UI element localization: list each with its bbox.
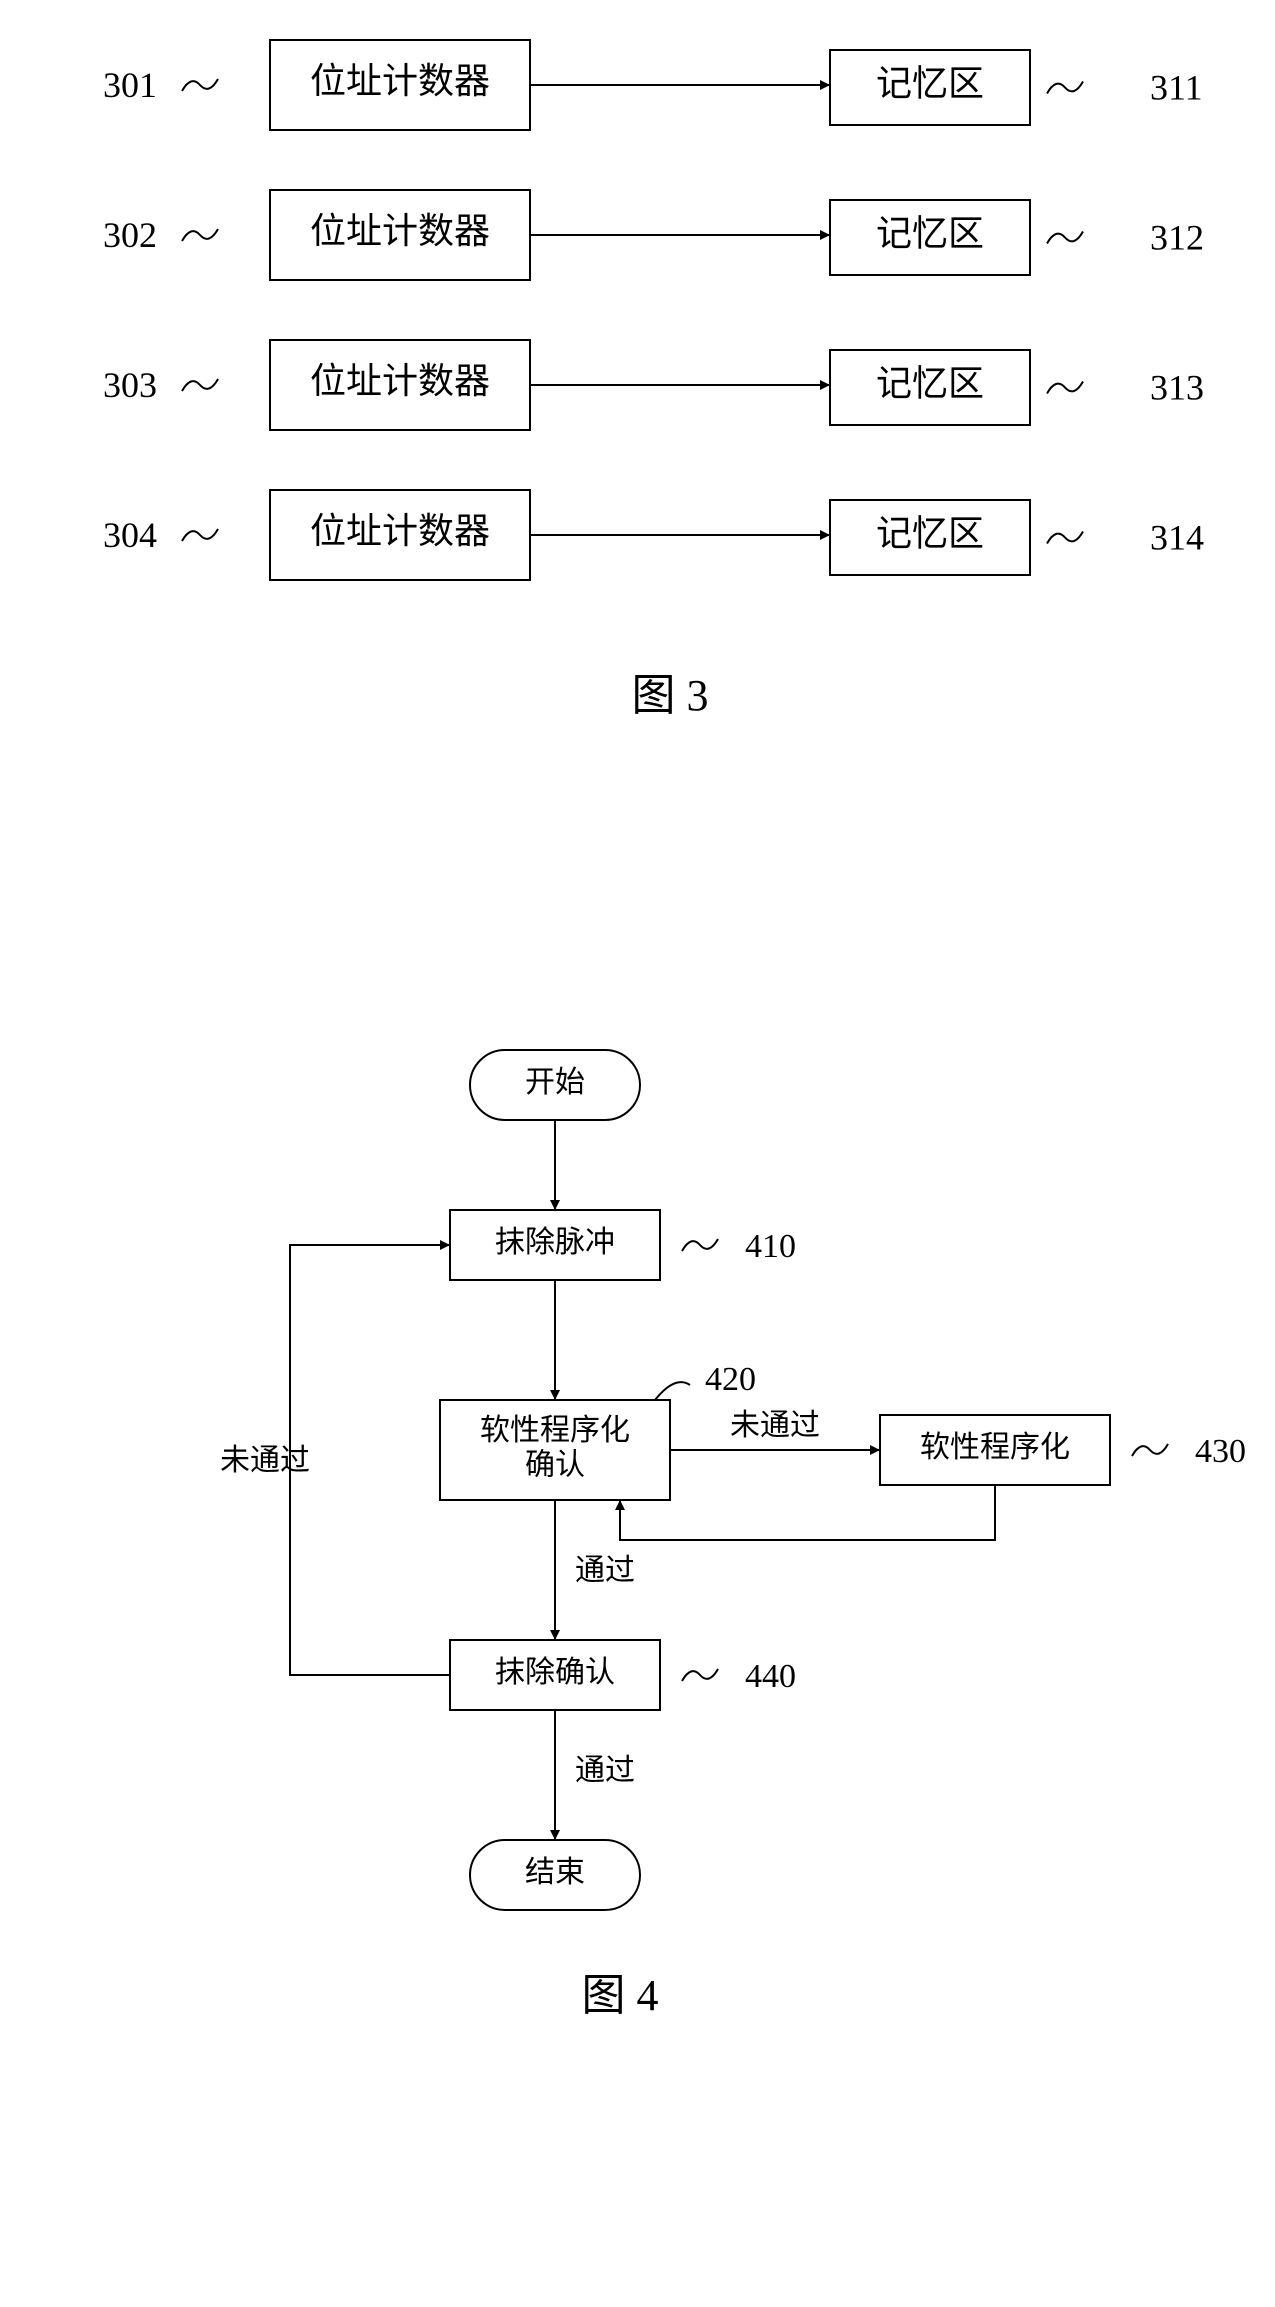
ref-label: 304 (103, 515, 157, 555)
figure-caption: 图 4 (582, 1971, 659, 2020)
ref-label: 440 (745, 1658, 796, 1695)
address-counter-label: 位址计数器 (310, 211, 490, 251)
ref-label: 420 (705, 1361, 756, 1398)
ref-label: 312 (1150, 218, 1204, 258)
edge-label: 通过 (575, 1554, 635, 1587)
address-counter-label: 位址计数器 (310, 511, 490, 551)
flow-edge (620, 1485, 995, 1540)
memory-area-label: 记忆区 (876, 364, 984, 404)
ref-label: 410 (745, 1228, 796, 1265)
figure-4: 未通过通过未通过通过开始抹除脉冲410软性程序化确认420软性程序化430抹除确… (220, 1050, 1246, 2020)
node-label-n410: 抹除脉冲 (495, 1226, 615, 1259)
ref-label: 314 (1150, 518, 1204, 558)
ref-label: 313 (1150, 368, 1204, 408)
diagram-canvas: 301位址计数器记忆区311302位址计数器记忆区312303位址计数器记忆区3… (20, 20, 1275, 2287)
memory-area-label: 记忆区 (876, 214, 984, 254)
ref-label: 303 (103, 365, 157, 405)
address-counter-label: 位址计数器 (310, 61, 490, 101)
ref-label: 311 (1150, 68, 1203, 108)
memory-area-label: 记忆区 (876, 514, 984, 554)
flow-edge (290, 1245, 450, 1675)
edge-label: 通过 (575, 1754, 635, 1787)
figure-caption: 图 3 (632, 671, 709, 720)
memory-area-label: 记忆区 (876, 64, 984, 104)
ref-label: 301 (103, 65, 157, 105)
node-label-start: 开始 (525, 1066, 585, 1099)
address-counter-label: 位址计数器 (310, 361, 490, 401)
node-label-n430: 软性程序化 (920, 1431, 1070, 1464)
figure-3: 301位址计数器记忆区311302位址计数器记忆区312303位址计数器记忆区3… (103, 40, 1204, 720)
edge-label: 未通过 (220, 1444, 310, 1477)
node-label-end: 结束 (525, 1856, 585, 1889)
node-label-n440: 抹除确认 (495, 1656, 615, 1689)
ref-label: 302 (103, 215, 157, 255)
ref-label: 430 (1195, 1433, 1246, 1470)
ref-leader (655, 1382, 690, 1400)
edge-label: 未通过 (730, 1409, 820, 1442)
